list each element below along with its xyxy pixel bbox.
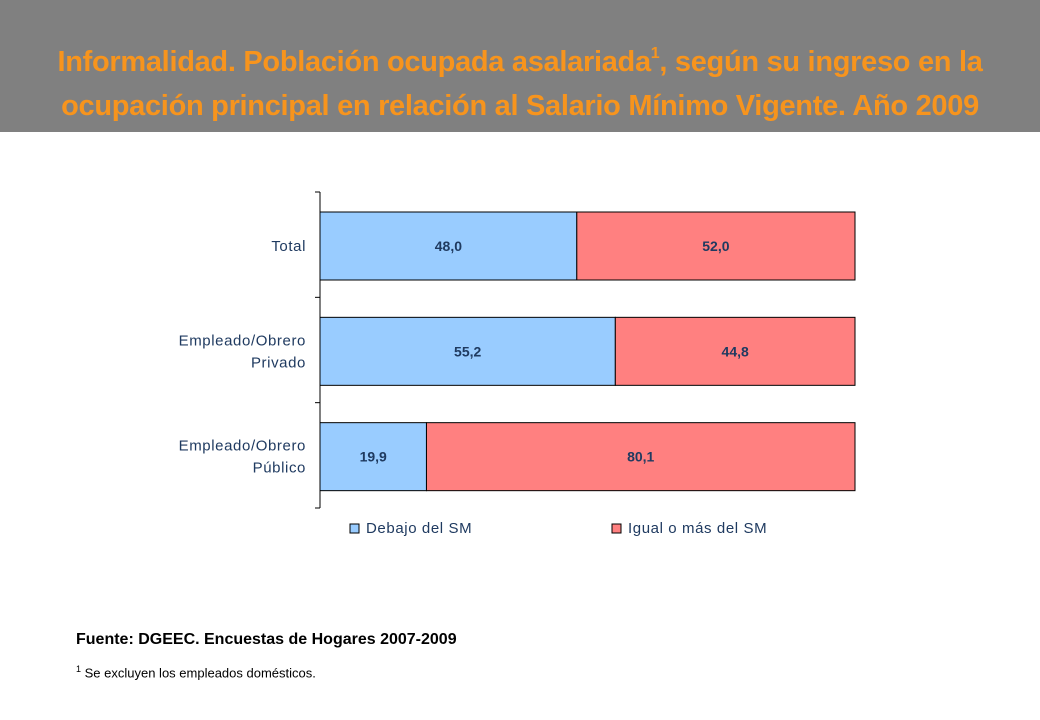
bar-segment-below-sm [319,211,578,281]
bar-segment-at-or-above-sm [576,211,856,281]
footnote-text: Se excluyen los empleados domésticos. [81,665,316,681]
header-band: Informalidad. Población ocupada asalaria… [0,0,1040,132]
bar-data-label: 80,1 [627,449,654,465]
bar-segment-at-or-above-sm [425,422,856,492]
bar-segment-below-sm [319,422,427,492]
category-label: Público [253,460,306,477]
title-footnote-mark: 1 [650,45,660,62]
page-title: Informalidad. Población ocupada asalaria… [20,40,1020,128]
category-label: Total [271,238,306,255]
bar-data-label: 44,8 [722,343,749,359]
bar-data-label: 48,0 [435,238,462,254]
bar-data-label: 52,0 [702,238,729,254]
category-label: Empleado/Obrero [179,332,306,349]
title-text-2: , según su ingreso en la [659,46,983,78]
title-line-1: Informalidad. Población ocupada asalaria… [20,40,1020,84]
legend-swatch [349,523,360,534]
category-label: Privado [251,354,306,371]
legend-label: Debajo del SM [366,520,472,537]
bar-segment-at-or-above-sm [614,316,856,386]
title-line-2: ocupación principal en relación al Salar… [61,90,979,122]
bar-data-label: 55,2 [454,343,481,359]
footnote-mark: 1 [76,664,82,674]
stacked-bar-chart: 48,0 52,0 Total 55,2 44,8 Empleado/Obrero Priv… [179,191,856,537]
bar-data-label: 19,9 [360,449,387,465]
title-text-1: Informalidad. Población ocupada asalaria… [57,46,651,78]
legend-label: Igual o más del SM [628,520,767,537]
footnote: 1 Se excluyen los empleados domésticos. [76,664,316,680]
category-label: Empleado/Obrero [179,438,306,455]
legend-swatch [611,523,622,534]
source-note: Fuente: DGEEC. Encuestas de Hogares 2007… [76,631,457,648]
